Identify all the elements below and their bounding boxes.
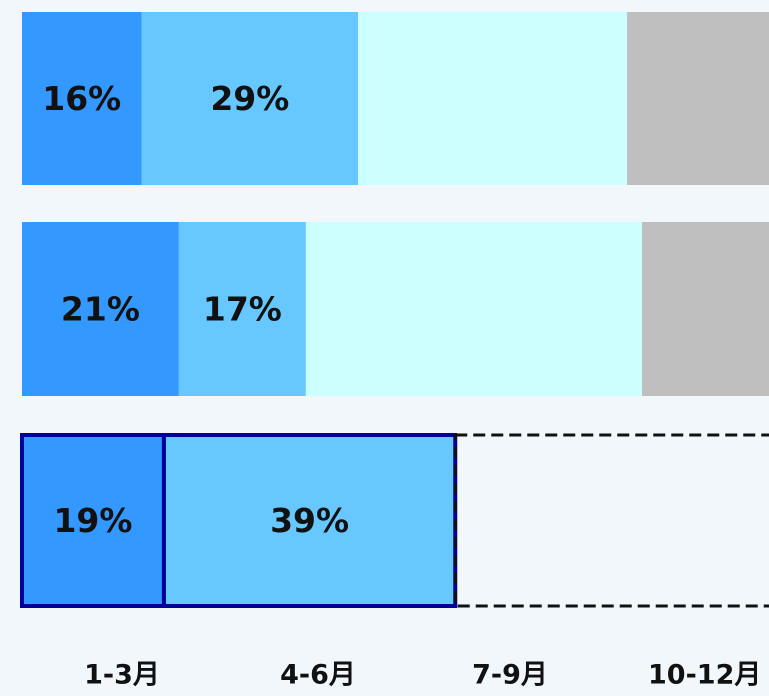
bar-segment [642,222,769,396]
bar-segment [305,222,643,396]
value-label: 29% [210,79,289,118]
bar-segment [358,12,628,185]
value-label: 19% [53,501,132,540]
legend-label: 7-9月 [472,660,548,691]
value-label: 17% [203,290,282,329]
value-label: 21% [61,290,140,329]
bar-segment [22,12,142,185]
legend-label: 10-12月 [648,660,761,691]
bar-segment [178,222,306,396]
legend-label: 4-6月 [280,660,356,691]
legend-label: 1-3月 [84,660,160,691]
value-label: 39% [270,501,349,540]
placeholder-box [453,433,769,608]
bar-segment [20,433,166,608]
bar-segment [627,12,769,185]
bar-segment [141,12,359,185]
value-label: 16% [42,79,121,118]
bar-segment [22,222,179,396]
